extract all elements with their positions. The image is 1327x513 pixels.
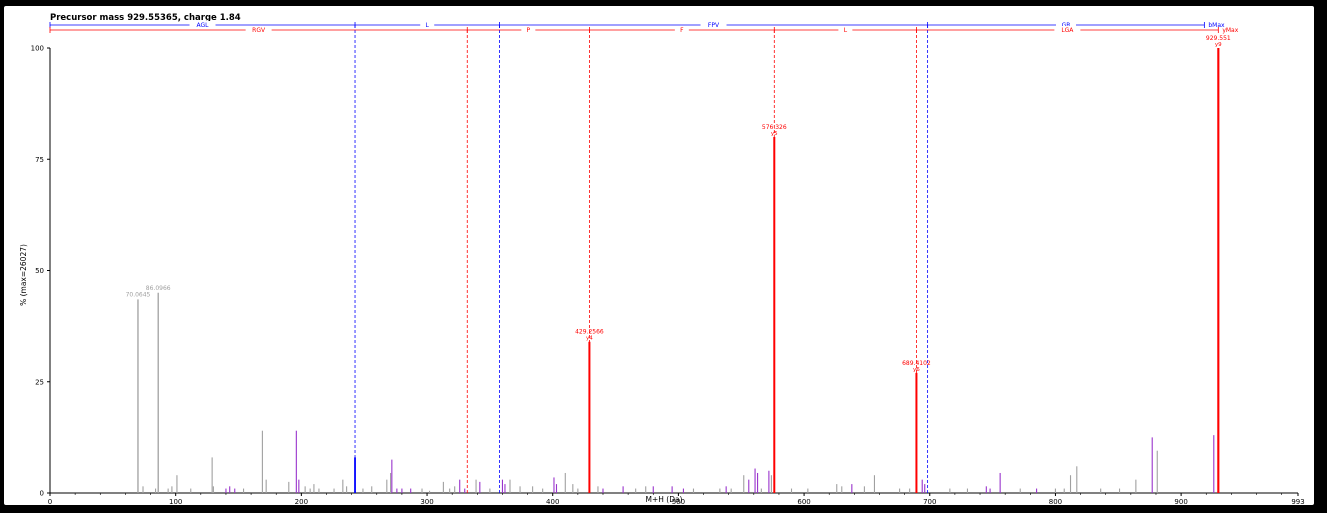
peak-mass-label: 70.0645 (126, 291, 151, 298)
y-ladder-label: L (844, 27, 848, 34)
x-tick-label: 900 (1174, 498, 1187, 505)
peak-mass-label: 429.2566 (575, 329, 604, 336)
y-ladder-label-bg (1054, 26, 1081, 33)
b-ladder-label: L (426, 22, 430, 29)
b-ladder-label-bg (700, 21, 727, 28)
x-tick-label: 600 (797, 498, 810, 505)
b-ladder-label-bg (1055, 21, 1076, 28)
peak-ion-label: y9 (1215, 42, 1222, 48)
x-tick-label: 993 (1291, 498, 1304, 505)
b-ladder-label-bg (420, 21, 435, 28)
y-ladder-label: RGV (252, 27, 266, 34)
x-tick-label: 500 (672, 498, 685, 505)
x-tick-label: 300 (420, 498, 433, 505)
b-ladder-label: FPV (708, 22, 720, 29)
x-tick-label: 800 (1049, 498, 1062, 505)
y-ladder-label-bg (838, 26, 853, 33)
peak-ion-label: y4 (586, 336, 593, 342)
y-ladder-label: F (680, 27, 684, 34)
y-tick-label: 0 (40, 490, 44, 498)
y-tick-label: 75 (35, 156, 44, 164)
peak-mass-label: 689.4102 (902, 360, 931, 367)
x-tick-label: 700 (923, 498, 936, 505)
spectrum-chart: Precursor mass 929.55365, charge 1.84 M+… (19, 13, 1305, 505)
y-tick-label: 100 (31, 45, 44, 53)
b-ladder-label: GR (1062, 22, 1071, 29)
y-ladder-label-bg (245, 26, 272, 33)
y-axis-label: % (max=26027) (19, 244, 28, 306)
b-ladder-label: AGL (197, 22, 210, 29)
chart-title: Precursor mass 929.55365, charge 1.84 (50, 13, 241, 23)
x-axis-label: M+H (Da) (645, 495, 682, 504)
y-ladder-end-label: yMax (1222, 27, 1238, 34)
b-ladder-end-label: bMax (1208, 22, 1225, 29)
spectrum-panel: Precursor mass 929.55365, charge 1.84 M+… (4, 6, 1314, 505)
y-tick-label: 25 (35, 378, 44, 386)
y-ladder-label: LGA (1061, 27, 1074, 34)
peak-mass-label: 929.551 (1206, 35, 1231, 42)
y-tick-label: 50 (35, 267, 44, 275)
x-tick-label: 0 (48, 498, 52, 505)
y-ladder-label-bg (674, 26, 689, 33)
x-tick-label: 200 (295, 498, 308, 505)
peak-mass-label: 86.0966 (146, 285, 171, 292)
b-ladder-label-bg (189, 21, 216, 28)
peak-ion-label: y6 (913, 367, 920, 373)
peak-mass-label: 576.326 (762, 124, 787, 131)
y-ladder-label: P (527, 27, 531, 34)
x-tick-label: 400 (546, 498, 559, 505)
peak-ion-label: y5 (771, 131, 778, 137)
x-tick-label: 100 (169, 498, 182, 505)
y-ladder-label-bg (521, 26, 536, 33)
